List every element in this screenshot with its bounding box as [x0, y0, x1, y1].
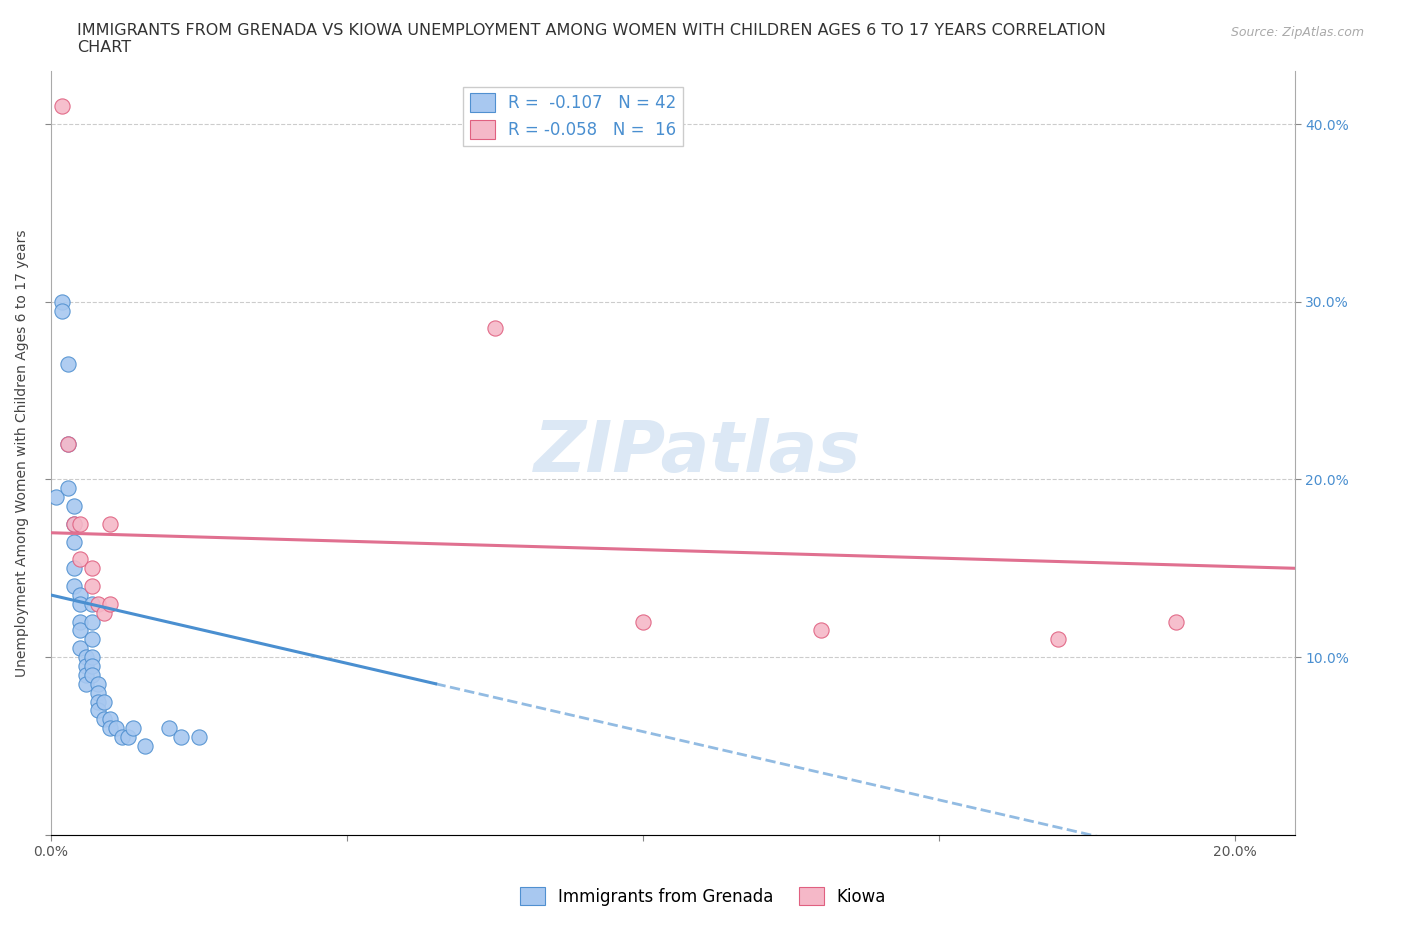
Point	[75, 650, 97, 665]
Point	[75, 668, 97, 683]
Point	[80, 631, 103, 646]
Point	[51, 99, 73, 113]
Point	[810, 623, 832, 638]
Point	[98, 721, 121, 736]
Point	[87, 694, 110, 709]
Point	[80, 596, 103, 611]
Point	[58, 436, 80, 451]
Point	[87, 596, 110, 611]
Point	[63, 516, 86, 531]
Point	[1046, 631, 1069, 646]
Point	[87, 703, 110, 718]
Point	[122, 721, 145, 736]
Point	[63, 561, 86, 576]
Point	[134, 738, 156, 753]
Point	[110, 730, 132, 745]
Point	[80, 561, 103, 576]
Point	[157, 721, 180, 736]
Point	[58, 436, 80, 451]
Point	[80, 668, 103, 683]
Point	[1164, 614, 1187, 629]
Legend: Immigrants from Grenada, Kiowa: Immigrants from Grenada, Kiowa	[513, 881, 893, 912]
Point	[187, 730, 209, 745]
Point	[98, 711, 121, 726]
Point	[93, 711, 115, 726]
Point	[98, 596, 121, 611]
Point	[80, 614, 103, 629]
Point	[631, 614, 654, 629]
Point	[80, 658, 103, 673]
Point	[80, 650, 103, 665]
Point	[93, 605, 115, 620]
Text: IMMIGRANTS FROM GRENADA VS KIOWA UNEMPLOYMENT AMONG WOMEN WITH CHILDREN AGES 6 T: IMMIGRANTS FROM GRENADA VS KIOWA UNEMPLO…	[77, 23, 1107, 38]
Point	[75, 658, 97, 673]
Point	[117, 730, 139, 745]
Point	[104, 721, 127, 736]
Text: CHART: CHART	[77, 40, 131, 55]
Y-axis label: Unemployment Among Women with Children Ages 6 to 17 years: Unemployment Among Women with Children A…	[15, 229, 30, 676]
Point	[69, 588, 91, 603]
Point	[58, 481, 80, 496]
Point	[80, 578, 103, 593]
Point	[69, 516, 91, 531]
Point	[63, 578, 86, 593]
Point	[69, 614, 91, 629]
Point	[75, 676, 97, 691]
Legend: R =  -0.107   N = 42, R = -0.058   N =  16: R = -0.107 N = 42, R = -0.058 N = 16	[463, 86, 683, 146]
Point	[58, 356, 80, 371]
Text: ZIPatlas: ZIPatlas	[534, 418, 860, 487]
Point	[63, 516, 86, 531]
Point	[484, 321, 506, 336]
Point	[87, 685, 110, 700]
Point	[93, 694, 115, 709]
Point	[69, 623, 91, 638]
Point	[51, 303, 73, 318]
Point	[51, 294, 73, 309]
Point	[98, 516, 121, 531]
Point	[63, 534, 86, 549]
Point	[45, 490, 67, 505]
Point	[69, 596, 91, 611]
Point	[69, 641, 91, 656]
Text: Source: ZipAtlas.com: Source: ZipAtlas.com	[1230, 26, 1364, 39]
Point	[63, 498, 86, 513]
Point	[170, 730, 193, 745]
Point	[87, 676, 110, 691]
Point	[69, 551, 91, 566]
